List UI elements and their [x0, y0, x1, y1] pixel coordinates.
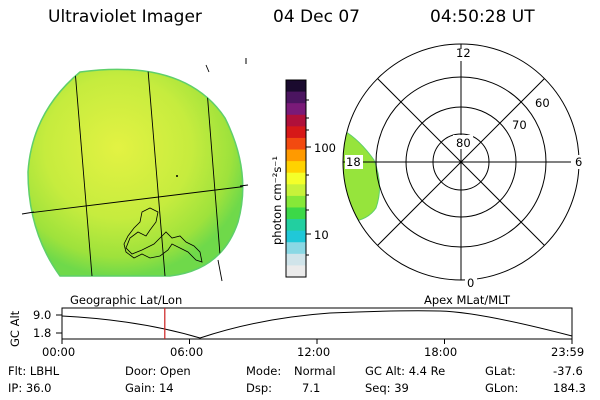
dsp-label: Dsp:	[246, 381, 273, 395]
colorbar-cell	[286, 161, 306, 174]
colorbar-cell	[286, 195, 306, 209]
polar-plot	[342, 43, 583, 290]
instrument-title: Ultraviolet Imager	[48, 7, 202, 27]
filter-info: Flt: LBHL	[8, 364, 60, 378]
polar-lat-60: 60	[535, 96, 550, 110]
mode-label: Mode:	[246, 364, 282, 378]
geographic-caption: Geographic Lat/Lon	[70, 293, 183, 307]
colorbar-cell	[286, 114, 306, 127]
colorbar-cell	[286, 137, 306, 151]
colorbar-cell	[286, 184, 306, 197]
colorbar-cell	[286, 265, 306, 278]
altitude-xtick-2359: 23:59	[551, 345, 585, 359]
colorbar-cell	[286, 80, 306, 93]
colorbar-cell	[286, 172, 306, 185]
colorbar-cell	[286, 126, 306, 139]
glon-value: 184.3	[553, 381, 586, 395]
polar-label-12: 12	[456, 46, 471, 60]
glat-value: -37.6	[553, 364, 583, 378]
colorbar-cell	[286, 149, 306, 162]
altitude-xtick-0600: 06:00	[170, 345, 204, 359]
polar-lat-80: 80	[456, 136, 471, 150]
altitude-ylabel: GC Alt	[8, 310, 22, 347]
seq-info: Seq: 39	[365, 381, 409, 395]
colorbar-cell	[286, 253, 306, 267]
lat-lon-grid	[28, 69, 243, 276]
coastline	[123, 207, 203, 263]
glon-label: GLon:	[485, 381, 519, 395]
altitude-xtick-0000: 00:00	[42, 345, 76, 359]
colorbar-unit: photon cm⁻²s⁻¹	[270, 156, 284, 245]
time-label: 04:50:28 UT	[430, 7, 535, 27]
polar-lat-70: 70	[512, 118, 527, 132]
earth-disk	[27, 68, 244, 277]
gain-info: Gain: 14	[125, 381, 174, 395]
glat-label: GLat:	[485, 364, 516, 378]
mode-value: Normal	[294, 364, 336, 378]
altitude-ytick-low: 1.8	[33, 326, 52, 340]
colorbar-cell	[286, 207, 306, 220]
auroral-swath	[343, 129, 380, 223]
polar-label-6: 6	[575, 155, 583, 169]
altitude-xtick-1200: 12:00	[297, 345, 331, 359]
gc-alt-info: GC Alt: 4.4 Re	[365, 364, 446, 378]
altitude-curve	[61, 310, 573, 339]
colorbar-cell	[286, 103, 306, 116]
ip-info: IP: 36.0	[8, 381, 52, 395]
polar-label-18: 18	[346, 155, 361, 169]
door-info: Door: Open	[125, 364, 191, 378]
altitude-ytick-high: 9.0	[33, 308, 52, 322]
colorbar-cell	[286, 242, 306, 255]
colorbar-tick-10: 10	[314, 228, 329, 242]
colorbar-cell	[286, 91, 306, 104]
geographic-image	[21, 58, 249, 282]
colorbar-tick-100: 100	[314, 141, 336, 155]
dsp-value: 7.1	[302, 381, 321, 395]
date-label: 04 Dec 07	[273, 7, 360, 27]
colorbar	[285, 79, 311, 278]
colorbar-cell	[286, 219, 306, 232]
polar-label-0: 0	[467, 276, 475, 290]
colorbar-cell	[286, 230, 306, 243]
altitude-xtick-1800: 18:00	[424, 345, 458, 359]
altitude-plot	[56, 307, 573, 344]
apex-caption: Apex MLat/MLT	[424, 293, 511, 307]
